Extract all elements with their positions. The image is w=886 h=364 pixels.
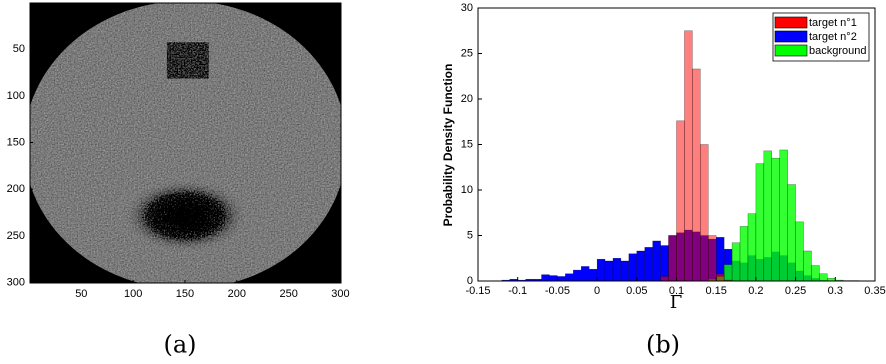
histogram-bar	[660, 276, 669, 282]
legend-label: target n°1	[809, 17, 857, 29]
histogram-bar	[668, 235, 677, 282]
histogram-bar	[787, 184, 796, 282]
caption: (b)	[646, 331, 680, 359]
histogram-bar	[763, 150, 772, 282]
histogram-bar	[811, 265, 820, 282]
histogram-bar	[723, 264, 733, 282]
histogram-bar	[700, 144, 709, 282]
image-blob	[123, 179, 248, 253]
histogram-bar	[684, 30, 693, 282]
histogram-bar	[692, 68, 701, 282]
histogram-bar	[779, 149, 788, 282]
histogram-bar	[596, 258, 606, 282]
histogram-bar	[612, 258, 622, 282]
image-noise	[30, 3, 341, 283]
y-tick-label: 150	[7, 136, 25, 148]
x-tick-label: 100	[124, 288, 142, 300]
x-tick-label: 0	[594, 285, 600, 297]
x-tick-label: 50	[75, 288, 87, 300]
histogram-bar	[755, 163, 765, 282]
histogram-bar	[803, 250, 812, 282]
histogram-bar	[731, 242, 741, 282]
histogram-bar	[708, 235, 717, 282]
legend-label: target n°2	[809, 31, 857, 43]
x-tick-label: 0.05	[626, 285, 647, 297]
histogram-bar	[628, 253, 637, 282]
histogram-bar	[573, 269, 582, 282]
y-tick-label: 0	[467, 275, 473, 287]
x-tick-label: 0.15	[705, 285, 726, 297]
image-square	[166, 42, 209, 79]
histogram-bar	[588, 268, 598, 282]
image-content	[30, 3, 341, 283]
histogram-bar	[565, 273, 574, 282]
histogram-bar	[549, 275, 558, 282]
x-tick-label: 0.2	[748, 285, 763, 297]
legend-swatch	[774, 30, 808, 43]
y-tick-label: 30	[461, 2, 473, 14]
histogram-bar	[747, 213, 757, 282]
histogram-bar	[541, 274, 550, 282]
histogram-bar	[620, 260, 630, 282]
x-tick-label: 0.3	[828, 285, 843, 297]
x-tick-label: 150	[176, 288, 194, 300]
y-tick-label: 300	[7, 276, 25, 288]
x-tick-label: 250	[279, 288, 297, 300]
histogram-bar	[716, 273, 725, 282]
histogram-bar	[771, 157, 780, 282]
legend-swatch	[774, 16, 808, 29]
y-tick-label: 10	[461, 184, 473, 196]
y-tick-label: 200	[7, 183, 25, 195]
histogram-bar	[581, 266, 590, 282]
histogram-bar	[604, 260, 614, 282]
x-tick-label: 300	[331, 288, 349, 300]
histogram-bar	[795, 221, 804, 282]
legend-label: background	[809, 45, 867, 57]
x-tick-label: -0.15	[465, 285, 490, 297]
y-tick-label: 100	[7, 90, 25, 102]
caption: (a)	[163, 331, 196, 359]
x-tick-label: -0.05	[545, 285, 570, 297]
x-axis-label: Γ	[670, 292, 683, 313]
x-tick-label: 0.25	[785, 285, 806, 297]
x-tick-label: 200	[228, 288, 246, 300]
histogram-bar	[739, 226, 749, 282]
x-tick-label: 0.1	[669, 285, 684, 297]
y-axis-label: Probability Density Function	[441, 64, 455, 227]
histogram-bar	[557, 276, 566, 282]
histogram-bar	[660, 245, 669, 282]
y-tick-label: 15	[461, 138, 473, 150]
legend-swatch	[774, 44, 808, 57]
x-tick-label: -0.1	[508, 285, 527, 297]
x-tick-label: 0.35	[864, 285, 885, 297]
y-tick-label: 25	[461, 47, 473, 59]
y-tick-label: 5	[467, 229, 473, 241]
y-tick-label: 20	[461, 93, 473, 105]
histogram-bar	[636, 250, 645, 282]
histogram-bar	[819, 273, 828, 282]
histogram-bar	[652, 240, 661, 282]
histogram-bar	[644, 247, 653, 282]
y-tick-label: 250	[7, 230, 25, 242]
y-tick-label: 50	[13, 43, 25, 55]
histogram-bar	[676, 120, 685, 282]
